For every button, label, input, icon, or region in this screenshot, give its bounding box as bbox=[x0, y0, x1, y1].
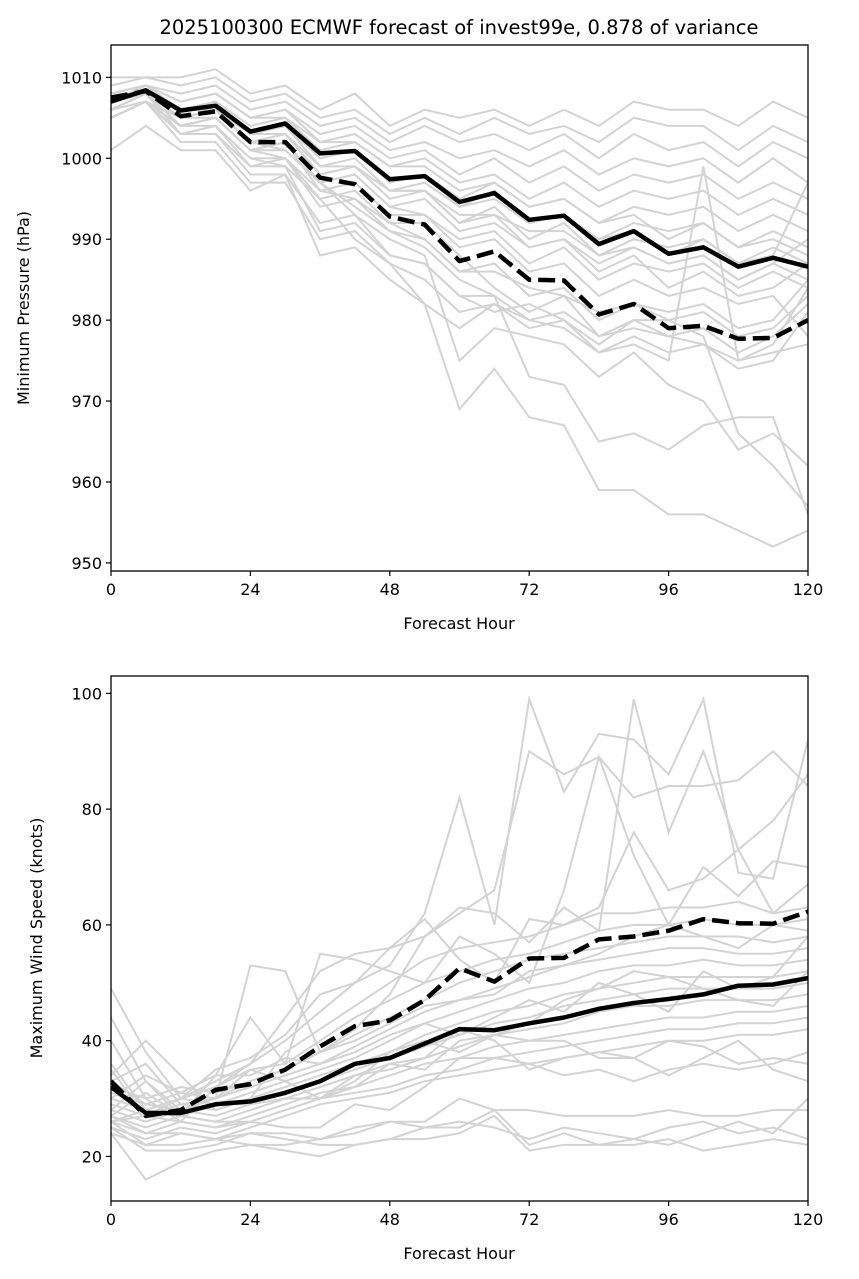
wind-x-ticks: 0 24 48 72 96 120 bbox=[106, 1201, 823, 1229]
pressure-ensemble-member-25 bbox=[111, 92, 808, 297]
pressure-x-tick-label: 72 bbox=[519, 580, 539, 599]
wind-x-axis-label: Forecast Hour bbox=[403, 1244, 515, 1263]
wind-x-tick-label: 0 bbox=[106, 1210, 116, 1229]
wind-ensemble-member-5 bbox=[111, 830, 808, 1118]
pressure-x-tick-label: 120 bbox=[793, 580, 824, 599]
pressure-y-tick-label: 1010 bbox=[61, 68, 102, 87]
pressure-y-tick-label: 1000 bbox=[61, 149, 102, 168]
pressure-axes-frame bbox=[110, 44, 809, 572]
wind-ensemble-member-3 bbox=[111, 698, 808, 1123]
wind-x-tick-label: 96 bbox=[658, 1210, 678, 1229]
pressure-ensemble-member-3 bbox=[111, 84, 808, 168]
pressure-ensemble-member-24 bbox=[111, 92, 808, 507]
pressure-x-tick-label: 48 bbox=[380, 580, 400, 599]
wind-ensemble-member-13 bbox=[111, 993, 808, 1129]
wind-y-tick-label: 60 bbox=[82, 916, 102, 935]
wind-y-ticks: 20 40 60 80 100 bbox=[71, 684, 111, 1166]
wind-x-tick-label: 24 bbox=[240, 1210, 260, 1229]
pressure-x-tick-label: 96 bbox=[658, 580, 678, 599]
wind-y-axis-label: Maximum Wind Speed (knots) bbox=[27, 818, 46, 1059]
pressure-y-tick-label: 960 bbox=[71, 473, 102, 492]
pressure-y-tick-label: 950 bbox=[71, 554, 102, 573]
pressure-ensemble-member-19 bbox=[111, 100, 808, 370]
pressure-ensemble-mean-line bbox=[111, 88, 808, 269]
pressure-y-ticks: 950 960 970 980 990 1000 1010 bbox=[61, 68, 111, 573]
pressure-ensemble-lines bbox=[111, 68, 808, 548]
wind-ensemble-member-19 bbox=[111, 1051, 808, 1129]
pressure-y-tick-label: 990 bbox=[71, 230, 102, 249]
wind-ensemble-member-4 bbox=[111, 753, 808, 1117]
pressure-y-tick-label: 980 bbox=[71, 311, 102, 330]
pressure-ensemble-member-26 bbox=[111, 84, 808, 257]
pressure-ensemble-member-22 bbox=[111, 100, 808, 548]
wind-y-tick-label: 20 bbox=[82, 1147, 102, 1166]
pressure-weighted-forecast-line bbox=[111, 88, 808, 342]
pressure-ensemble-member-1 bbox=[111, 68, 808, 128]
pressure-y-axis-label: Minimum Pressure (hPa) bbox=[14, 211, 33, 405]
wind-y-tick-label: 100 bbox=[71, 684, 102, 703]
pressure-y-tick-label: 970 bbox=[71, 392, 102, 411]
wind-y-tick-label: 40 bbox=[82, 1032, 102, 1051]
pressure-x-tick-label: 0 bbox=[106, 580, 116, 599]
chart-title: 2025100300 ECMWF forecast of invest99e, … bbox=[159, 16, 758, 39]
wind-y-tick-label: 80 bbox=[82, 800, 102, 819]
wind-ensemble-member-22 bbox=[111, 1108, 808, 1152]
wind-weighted-forecast-line bbox=[111, 909, 808, 1119]
wind-main-lines bbox=[111, 909, 808, 1119]
pressure-ensemble-member-17 bbox=[111, 100, 808, 362]
wind-x-tick-label: 72 bbox=[519, 1210, 539, 1229]
pressure-main-lines bbox=[111, 88, 808, 342]
wind-axes-frame bbox=[110, 675, 809, 1202]
wind-ensemble-member-10 bbox=[111, 958, 808, 1112]
wind-ensemble-member-23 bbox=[111, 1097, 808, 1181]
wind-ensemble-mean-line bbox=[111, 975, 808, 1116]
wind-ensemble-member-16 bbox=[111, 1028, 808, 1146]
pressure-x-axis-label: Forecast Hour bbox=[403, 614, 515, 633]
pressure-x-tick-label: 24 bbox=[240, 580, 260, 599]
wind-ensemble-member-11 bbox=[111, 970, 808, 1117]
pressure-ensemble-member-6 bbox=[111, 92, 808, 217]
wind-ensemble-member-25 bbox=[111, 935, 808, 1100]
wind-ensemble-member-2 bbox=[111, 749, 808, 1112]
wind-ensemble-member-15 bbox=[111, 1016, 808, 1141]
wind-ensemble-member-21 bbox=[111, 1115, 808, 1146]
wind-x-tick-label: 120 bbox=[793, 1210, 824, 1229]
wind-ensemble-member-26 bbox=[111, 923, 808, 1112]
wind-panel: 0 24 48 72 96 120 20 40 60 80 100 Forecast Hour M… bbox=[27, 675, 823, 1263]
pressure-x-ticks: 0 24 48 72 96 120 bbox=[106, 571, 823, 599]
pressure-ensemble-member-18 bbox=[111, 124, 808, 363]
pressure-ensemble-member-2 bbox=[111, 76, 808, 152]
pressure-panel: 2025100300 ECMWF forecast of invest99e, … bbox=[14, 16, 823, 633]
wind-x-tick-label: 48 bbox=[380, 1210, 400, 1229]
